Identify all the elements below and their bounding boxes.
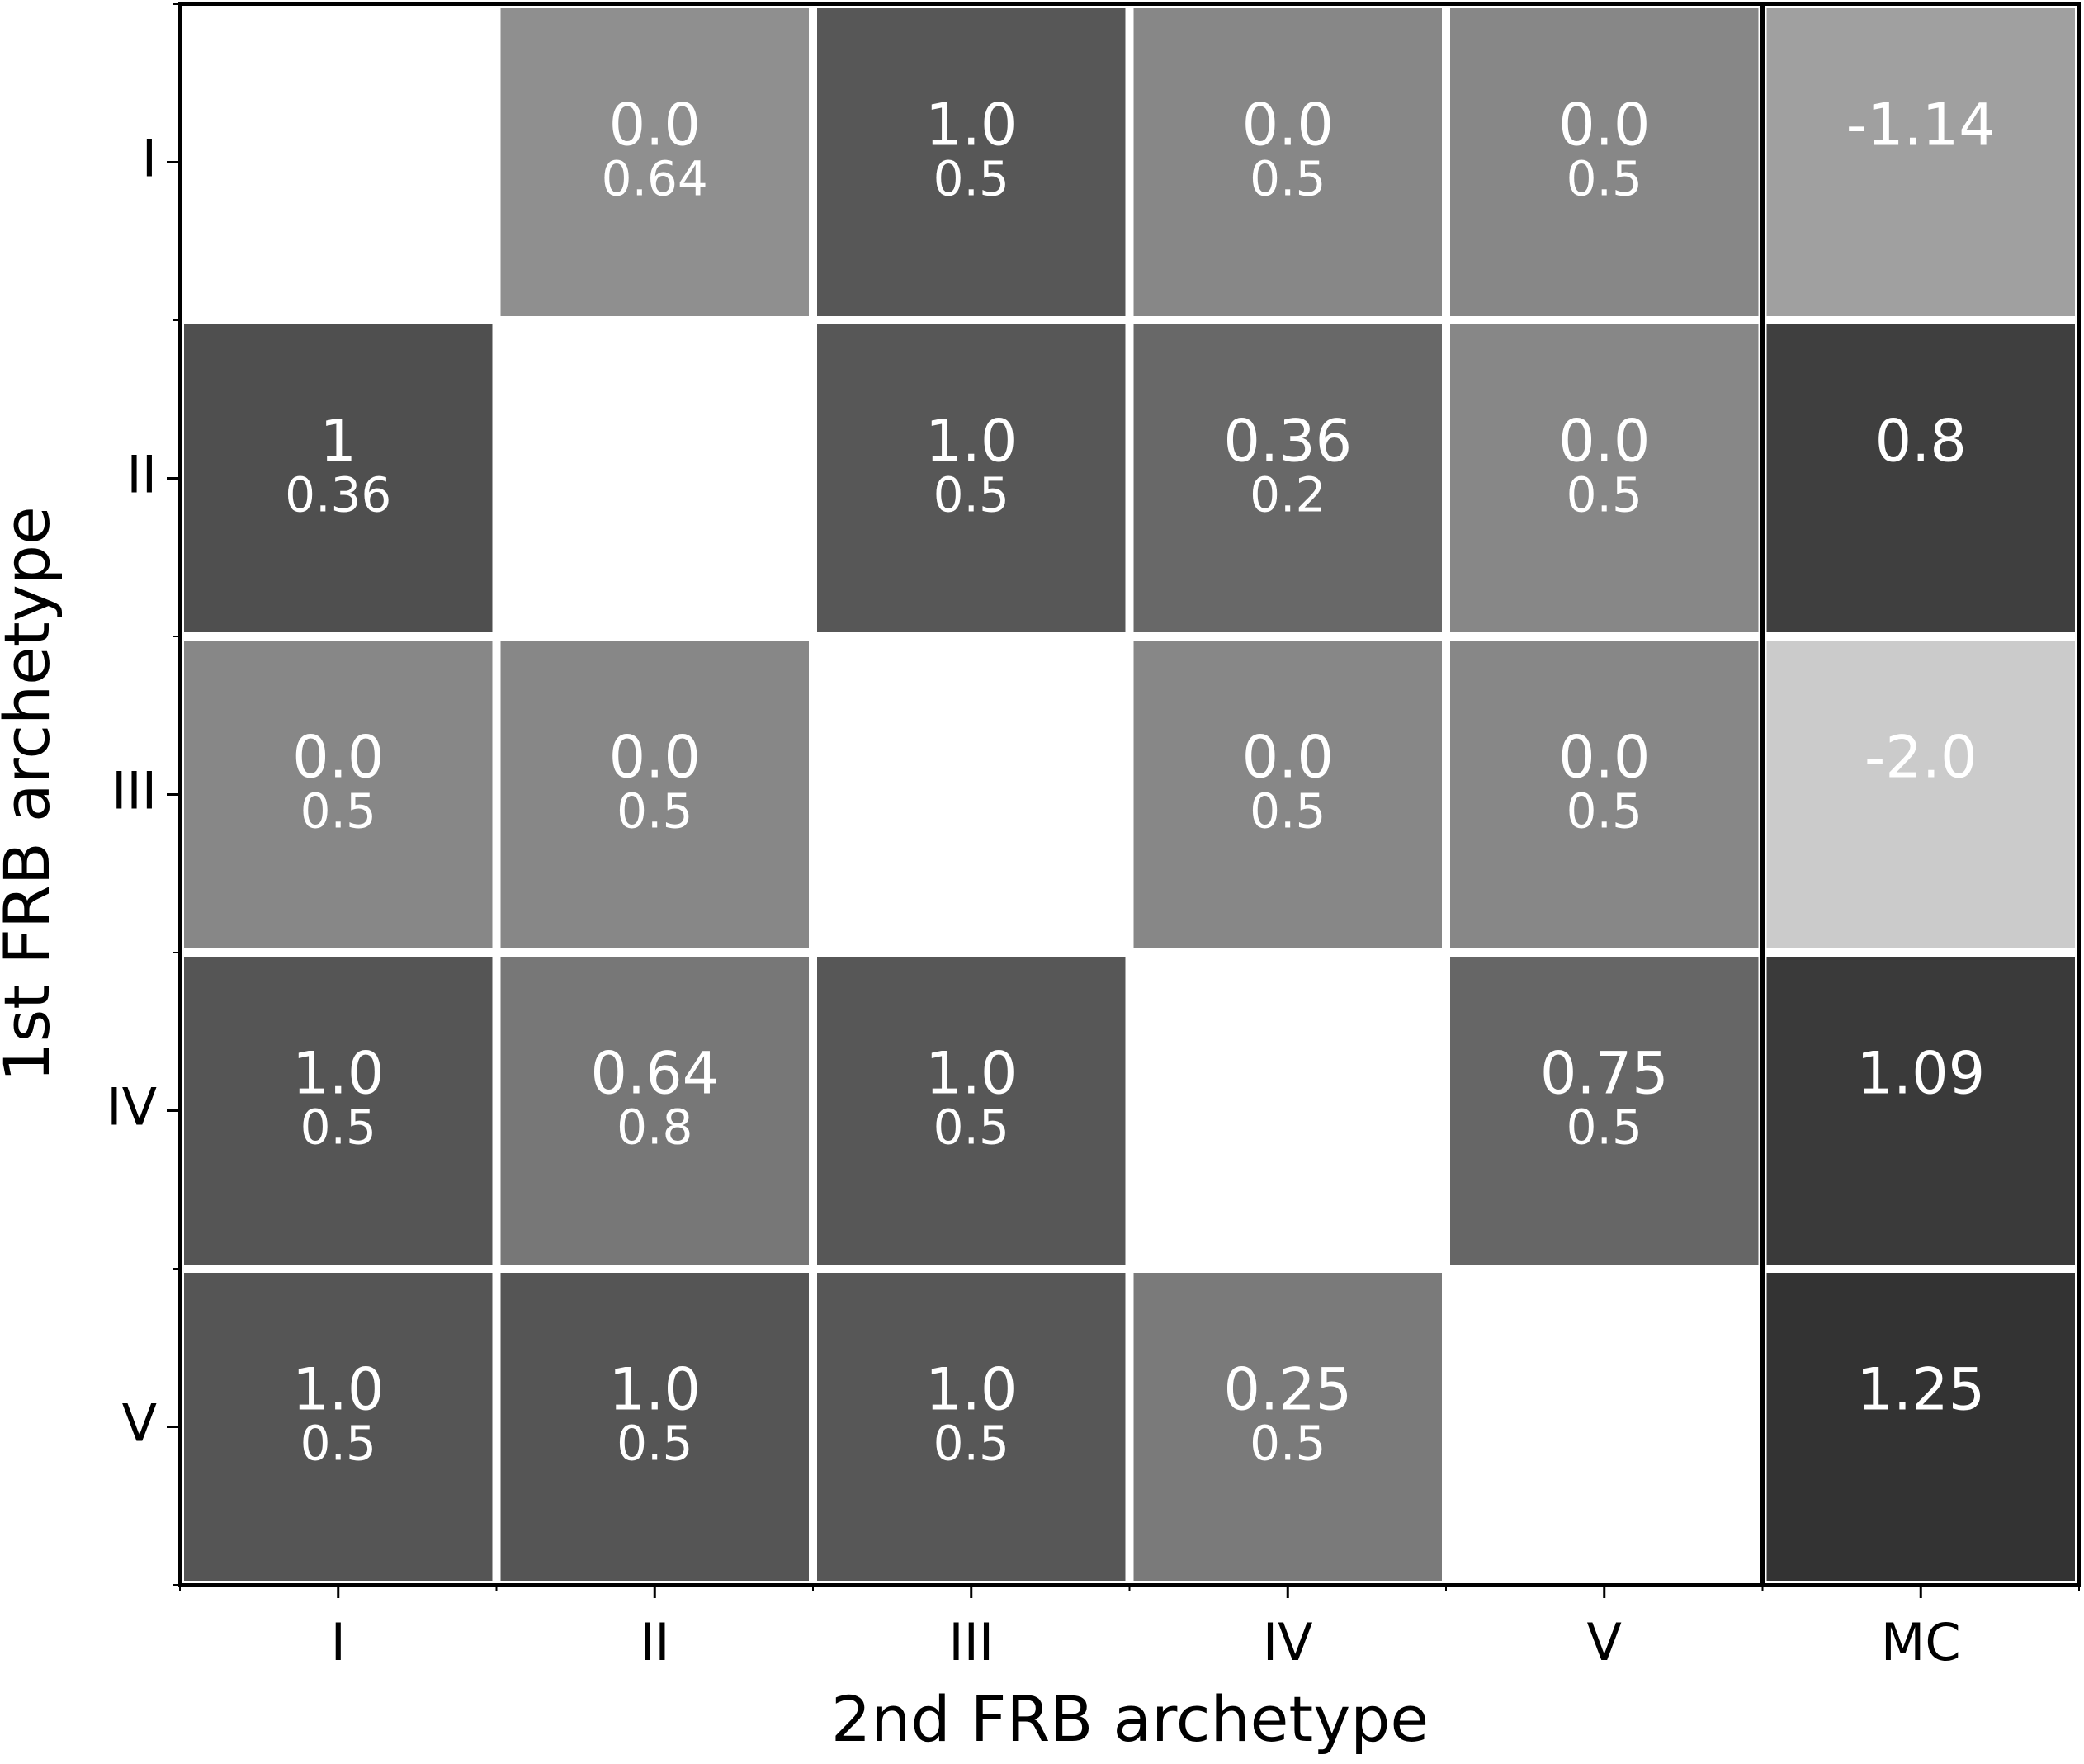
y-axis-label: 1st FRB archetype — [0, 506, 64, 1081]
cell-secondary-label: 0.5 — [1567, 783, 1642, 839]
cell-value-label: 0.0 — [1558, 92, 1650, 159]
cell-value-label: 0.0 — [1558, 408, 1650, 475]
cell-secondary-label: 0.5 — [933, 1100, 1009, 1156]
cell-value-label: 0.0 — [609, 724, 701, 792]
cell-secondary-label: 0.5 — [933, 151, 1009, 207]
cell-secondary-label: 0.5 — [1567, 1100, 1642, 1156]
cell-secondary-label: 0.5 — [300, 783, 376, 839]
cell-secondary-label: 0.5 — [300, 1416, 376, 1472]
cell-value-label: 0.75 — [1540, 1040, 1669, 1108]
heatmap-cell — [817, 1273, 1126, 1581]
heatmap-cell — [1766, 324, 2075, 632]
cell-secondary-label: 0.5 — [1250, 1416, 1326, 1472]
cell-value-label: 0.36 — [1223, 408, 1352, 475]
cell-secondary-label: 0.5 — [933, 1416, 1009, 1472]
cell-secondary-label: 0.5 — [1567, 151, 1642, 207]
cell-value-label: 0.64 — [590, 1040, 719, 1108]
cell-value-label: 1.0 — [292, 1356, 384, 1424]
x-tick-label: MC — [1881, 1612, 1961, 1672]
cell-value-label: 1.09 — [1856, 1040, 1985, 1108]
heatmap-cell — [1766, 641, 2075, 948]
cell-value-label: 1.0 — [925, 408, 1017, 475]
cell-value-label: 1.0 — [925, 92, 1017, 159]
x-tick-label: III — [948, 1612, 994, 1672]
heatmap-cell — [184, 641, 493, 948]
y-tick-label: I — [142, 129, 157, 189]
heatmap-cell — [184, 957, 493, 1265]
cell-value-label: -2.0 — [1864, 724, 1978, 792]
x-tick-label: IV — [1263, 1612, 1313, 1672]
cell-value-label: 1.0 — [925, 1040, 1017, 1108]
cell-value-label: 1.0 — [292, 1040, 384, 1108]
heatmap-cell — [1133, 641, 1442, 948]
cell-secondary-label: 0.5 — [933, 467, 1009, 523]
x-axis-label: 2nd FRB archetype — [831, 1682, 1429, 1756]
cell-value-label: 1.0 — [609, 1356, 701, 1424]
heatmap-cell — [1133, 1273, 1442, 1581]
cell-secondary-label: 0.5 — [1250, 151, 1326, 207]
heatmap-cell — [1133, 8, 1442, 316]
x-tick-label: V — [1587, 1612, 1622, 1672]
heatmap-cell — [1450, 641, 1759, 948]
cell-value-label: 0.0 — [1242, 724, 1334, 792]
cell-secondary-label: 0.2 — [1250, 467, 1326, 523]
y-tick-label: IV — [106, 1077, 157, 1137]
y-tick-label: II — [126, 445, 157, 505]
cell-secondary-label: 0.5 — [1250, 783, 1326, 839]
cell-value-label: 0.0 — [292, 724, 384, 792]
heatmap-cell — [184, 324, 493, 632]
heatmap-cell — [1450, 324, 1759, 632]
cell-secondary-label: 0.5 — [617, 1416, 692, 1472]
y-tick-label: III — [111, 761, 157, 821]
x-tick-label: II — [640, 1612, 670, 1672]
heatmap-cell — [1133, 324, 1442, 632]
heatmap-cell — [500, 957, 809, 1265]
cell-value-label: 1.0 — [925, 1356, 1017, 1424]
cell-secondary-label: 0.5 — [1567, 467, 1642, 523]
cell-value-label: 0.8 — [1875, 408, 1967, 475]
heatmap-cell — [817, 957, 1126, 1265]
cell-value-label: -1.14 — [1846, 92, 1996, 159]
heatmap-cell — [817, 8, 1126, 316]
heatmap-cell — [500, 641, 809, 948]
heatmap-cell — [1450, 8, 1759, 316]
cell-value-label: 0.0 — [609, 92, 701, 159]
x-tick-label: I — [331, 1612, 346, 1672]
cell-value-label: 1 — [319, 408, 357, 475]
heatmap-cell — [1766, 957, 2075, 1265]
heatmap-cell — [1766, 1273, 2075, 1581]
y-tick-label: V — [122, 1393, 157, 1454]
cell-value-label: 0.0 — [1558, 724, 1650, 792]
cell-secondary-label: 0.36 — [285, 467, 391, 523]
cell-value-label: 0.25 — [1223, 1356, 1352, 1424]
heatmap-cell — [500, 8, 809, 316]
cell-secondary-label: 0.5 — [300, 1100, 376, 1156]
heatmap-cell — [1450, 957, 1759, 1265]
heatmap-cell — [817, 324, 1126, 632]
cell-secondary-label: 0.5 — [617, 783, 692, 839]
cell-secondary-label: 0.8 — [617, 1100, 692, 1156]
heatmap-cell — [500, 1273, 809, 1581]
cell-value-label: 0.0 — [1242, 92, 1334, 159]
heatmap-cell — [1766, 8, 2075, 316]
heatmap-cell — [184, 1273, 493, 1581]
cell-value-label: 1.25 — [1856, 1356, 1985, 1424]
cell-secondary-label: 0.64 — [602, 151, 708, 207]
